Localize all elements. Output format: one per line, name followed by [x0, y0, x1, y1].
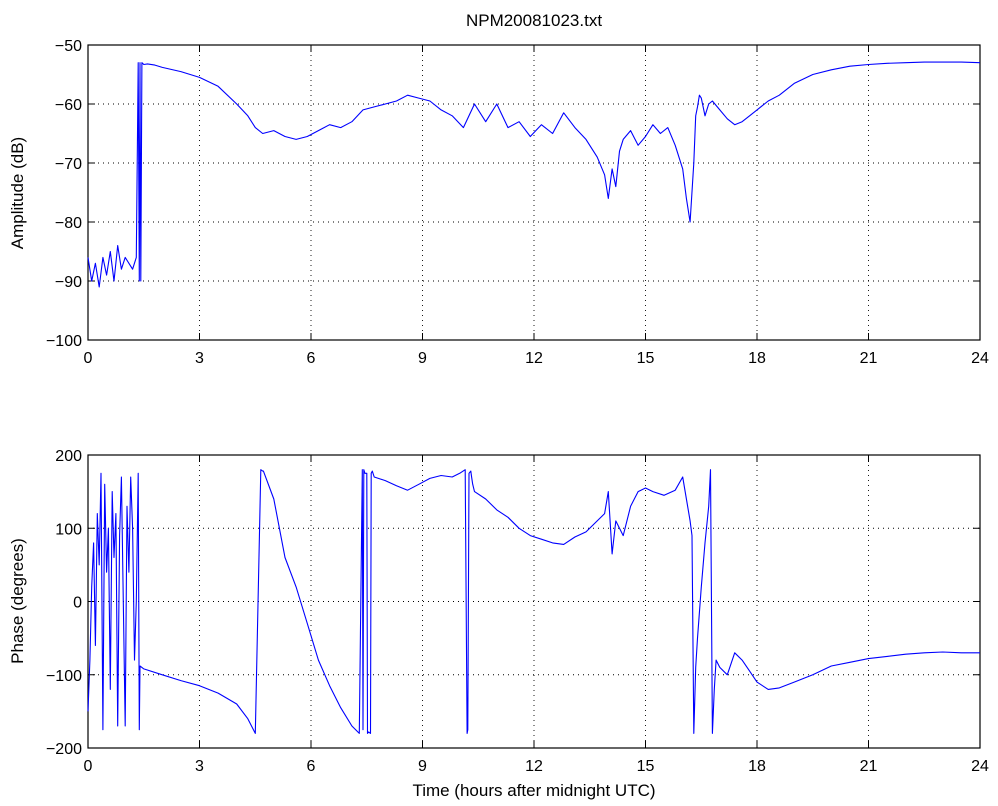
amplitude-y-axis-label: Amplitude (dB)	[8, 137, 27, 249]
phase-x-tick-label: 6	[307, 758, 316, 775]
amplitude-y-tick-label: −90	[55, 274, 82, 291]
amplitude-y-tick-label: −70	[55, 156, 82, 173]
amplitude-x-tick-label: 18	[748, 350, 766, 367]
amplitude-y-tick-label: −60	[55, 97, 82, 114]
phase-plot: 0 3 6 9 12 15 18 21 24 −200 −100 0 100 200 Phase (de…	[8, 448, 989, 800]
amplitude-x-tick-label: 12	[525, 350, 543, 367]
amplitude-ticks	[87, 44, 981, 341]
phase-x-tick-label: 9	[418, 758, 427, 775]
amplitude-plot: 0 3 6 9 12 15 18 21 24 −100 −90 −80 −70 −60 −50 Ampli…	[8, 38, 989, 367]
phase-y-tick-labels: −200 −100 0 100 200	[46, 448, 82, 758]
phase-x-tick-label: 0	[84, 758, 93, 775]
phase-y-tick-label: −100	[46, 668, 82, 685]
amplitude-grid	[88, 45, 980, 340]
phase-x-tick-label: 24	[971, 758, 989, 775]
phase-x-tick-label: 12	[525, 758, 543, 775]
phase-ticks	[87, 454, 981, 749]
amplitude-x-tick-labels: 0 3 6 9 12 15 18 21 24	[84, 350, 989, 367]
amplitude-x-tick-label: 24	[971, 350, 989, 367]
amplitude-y-tick-label: −100	[46, 333, 82, 350]
amplitude-series-line	[87, 61, 981, 288]
phase-x-tick-label: 18	[748, 758, 766, 775]
phase-y-tick-label: 100	[55, 521, 82, 538]
amplitude-x-tick-label: 0	[84, 350, 93, 367]
phase-x-tick-label: 3	[195, 758, 204, 775]
phase-x-tick-labels: 0 3 6 9 12 15 18 21 24	[84, 758, 989, 775]
amplitude-x-tick-label: 9	[418, 350, 427, 367]
phase-x-axis-label: Time (hours after midnight UTC)	[412, 781, 655, 800]
amplitude-y-tick-label: −80	[55, 215, 82, 232]
figure-title: NPM20081023.txt	[466, 11, 602, 30]
amplitude-y-tick-labels: −100 −90 −80 −70 −60 −50	[46, 38, 82, 350]
phase-y-tick-label: 200	[55, 448, 82, 465]
phase-x-tick-label: 21	[860, 758, 878, 775]
phase-series-line	[87, 469, 980, 734]
amplitude-y-tick-label: −50	[55, 38, 82, 55]
phase-x-tick-label: 15	[637, 758, 655, 775]
phase-y-axis-label: Phase (degrees)	[8, 538, 27, 664]
amplitude-x-tick-label: 3	[195, 350, 204, 367]
amplitude-x-tick-label: 21	[860, 350, 878, 367]
amplitude-x-tick-label: 15	[637, 350, 655, 367]
phase-grid	[88, 455, 980, 748]
phase-y-tick-label: −200	[46, 741, 82, 758]
phase-y-tick-label: 0	[73, 595, 82, 612]
amplitude-x-tick-label: 6	[307, 350, 316, 367]
